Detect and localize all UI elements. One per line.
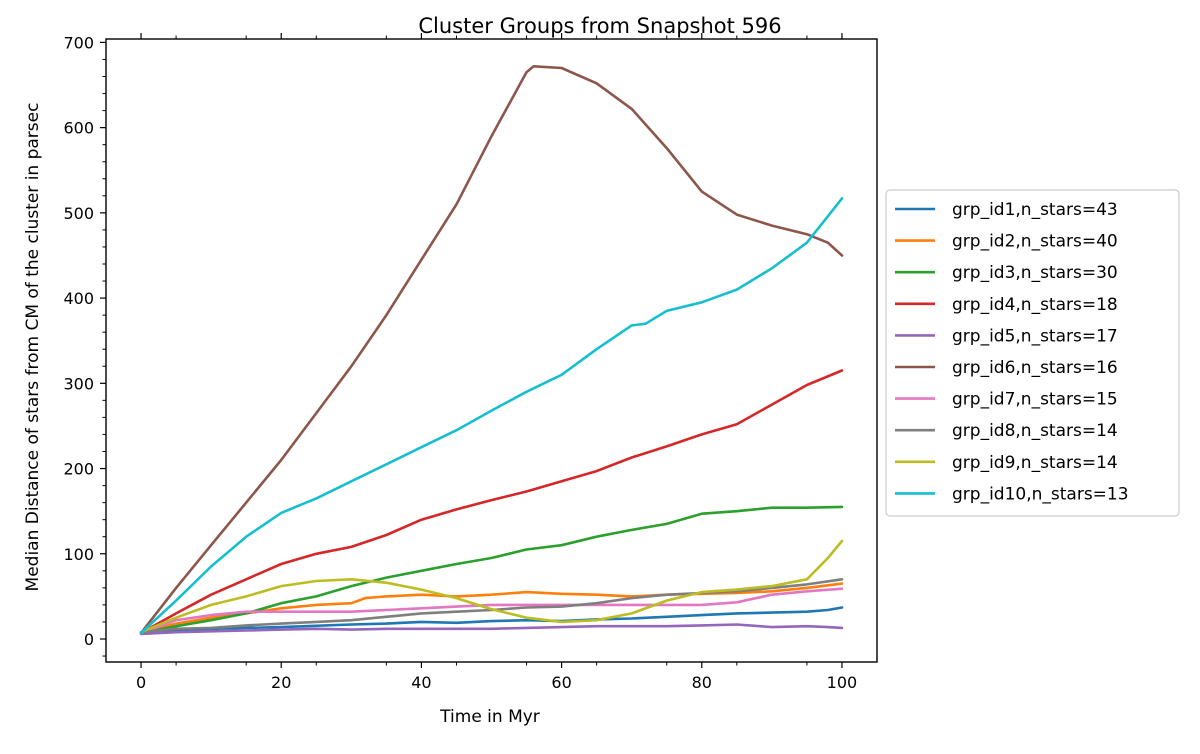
- legend-box: [885, 189, 1180, 517]
- x-tick-label: 0: [136, 673, 146, 692]
- legend-label-10: grp_id10,n_stars=13: [952, 484, 1129, 504]
- series-line-10: [139, 197, 844, 635]
- x-tick-label: 80: [692, 673, 712, 692]
- legend-label-6: grp_id6,n_stars=16: [952, 358, 1118, 378]
- legend-label-9: grp_id9,n_stars=14: [952, 453, 1118, 473]
- plot-area: 0 20 40 60 80 100 0 100 200 300 400 500 600 700: [63, 33, 878, 692]
- legend: grp_id1,n_stars=43 grp_id2,n_stars=40 grp_…: [885, 189, 1180, 517]
- x-tick-label: 60: [551, 673, 571, 692]
- series-line-5: [139, 623, 844, 636]
- plot-frame: [105, 38, 878, 663]
- x-axis-label: Time in Myr: [439, 707, 540, 727]
- y-tick-label: 0: [84, 630, 94, 649]
- legend-label-7: grp_id7,n_stars=15: [952, 390, 1118, 410]
- y-tick-label: 600: [63, 119, 94, 138]
- legend-label-1: grp_id1,n_stars=43: [952, 200, 1118, 220]
- x-tick-label: 20: [271, 673, 291, 692]
- legend-label-8: grp_id8,n_stars=14: [952, 421, 1118, 441]
- y-tick-label: 500: [63, 204, 94, 223]
- legend-label-4: grp_id4,n_stars=18: [952, 295, 1118, 315]
- y-axis-label: Median Distance of stars from CM of the …: [23, 103, 43, 592]
- series-line-9: [139, 539, 844, 634]
- chart-title: Cluster Groups from Snapshot 596: [418, 14, 781, 38]
- y-tick-label: 700: [63, 33, 94, 52]
- x-tick-label: 40: [411, 673, 431, 692]
- legend-label-2: grp_id2,n_stars=40: [952, 232, 1118, 252]
- series-line-3: [139, 505, 844, 635]
- legend-label-3: grp_id3,n_stars=30: [952, 263, 1118, 283]
- series-line-4: [139, 369, 844, 635]
- series-line-7: [139, 587, 844, 635]
- legend-label-5: grp_id5,n_stars=17: [952, 326, 1118, 346]
- y-tick-label: 400: [63, 289, 94, 308]
- y-tick-label: 300: [63, 374, 94, 393]
- x-tick-label: 100: [827, 673, 858, 692]
- y-tick-label: 200: [63, 460, 94, 479]
- series-line-6: [139, 65, 844, 635]
- y-tick-label: 100: [63, 545, 94, 564]
